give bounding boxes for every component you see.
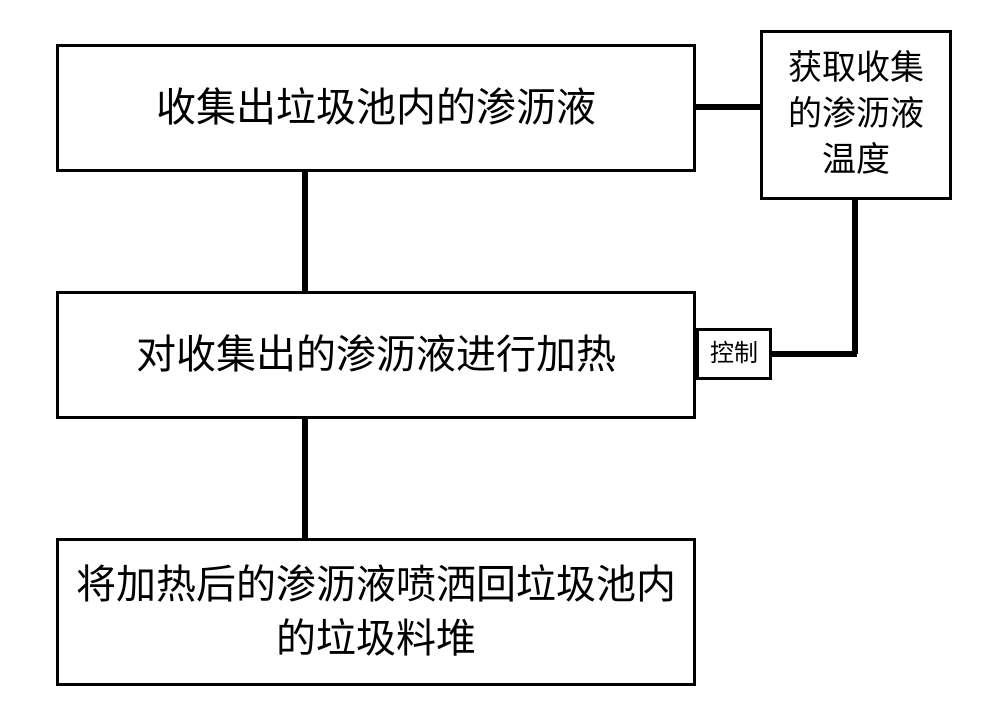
node-step2: 对收集出的渗沥液进行加热 bbox=[56, 291, 696, 419]
node-step1: 收集出垃圾池内的渗沥液 bbox=[56, 44, 696, 172]
edge-step1-sideTop bbox=[696, 104, 760, 110]
edge-step2-step3 bbox=[302, 419, 308, 538]
node-step2-label: 对收集出的渗沥液进行加热 bbox=[136, 328, 616, 382]
node-side-top-label: 获取收集 的渗沥液 温度 bbox=[788, 46, 924, 184]
node-control-label: 控制 bbox=[710, 338, 758, 370]
edge-step1-step2 bbox=[302, 172, 308, 291]
node-step1-label: 收集出垃圾池内的渗沥液 bbox=[156, 81, 596, 135]
node-step3: 将加热后的渗沥液喷洒回垃圾池内 的垃圾料堆 bbox=[56, 538, 696, 686]
edge-sideTop-control-v bbox=[852, 200, 858, 354]
edge-sideTop-control-h bbox=[772, 351, 857, 357]
flowchart-canvas: 收集出垃圾池内的渗沥液 获取收集 的渗沥液 温度 对收集出的渗沥液进行加热 控制… bbox=[0, 0, 1000, 711]
node-control: 控制 bbox=[696, 328, 772, 380]
node-side-top: 获取收集 的渗沥液 温度 bbox=[760, 30, 952, 200]
node-step3-label: 将加热后的渗沥液喷洒回垃圾池内 的垃圾料堆 bbox=[76, 558, 676, 666]
